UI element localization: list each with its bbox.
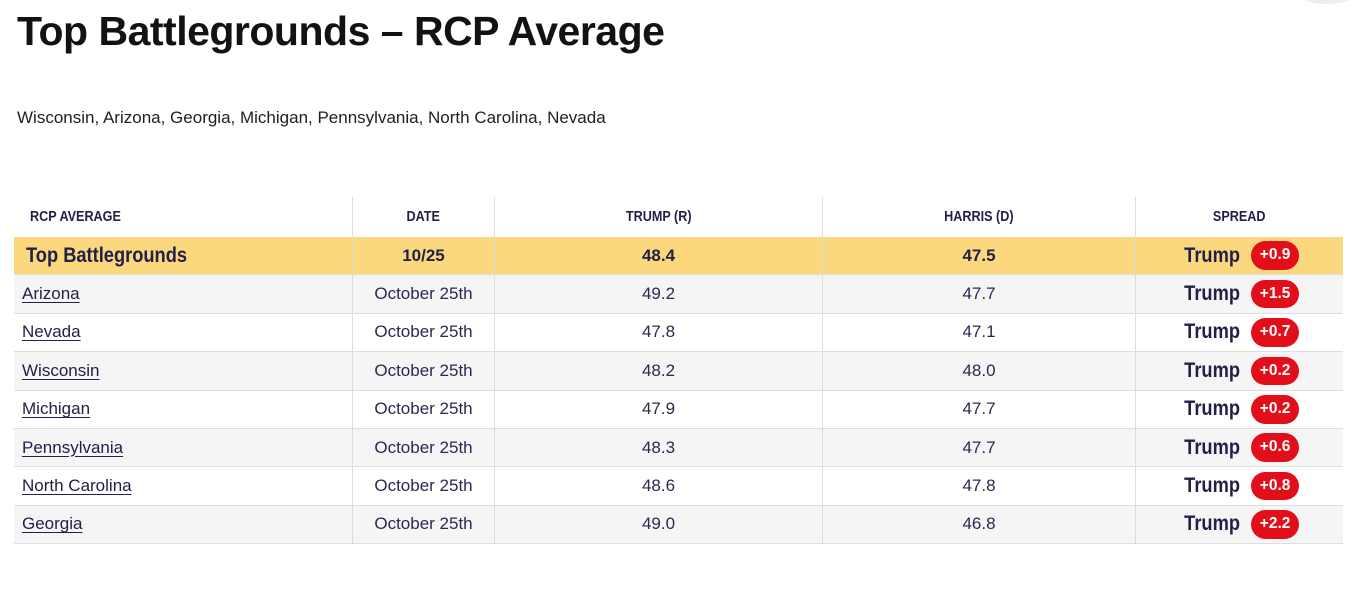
state-link-arizona[interactable]: Arizona	[22, 284, 80, 304]
spread-badge: +0.8	[1250, 471, 1300, 501]
trump-value: 47.9	[494, 390, 822, 428]
trump-value: 47.8	[494, 313, 822, 352]
state-cell: Georgia	[14, 506, 352, 543]
date-cell: October 25th	[352, 428, 494, 467]
trump-value: 48.3	[494, 428, 822, 467]
summary-spread: Trump +0.9	[1135, 237, 1343, 275]
date-cell: October 25th	[352, 352, 494, 390]
harris-value: 47.1	[822, 313, 1135, 352]
column-header-trump: TRUMP (R)	[494, 197, 822, 237]
state-cell: North Carolina	[14, 467, 352, 504]
polls-table: RCP AVERAGE DATE TRUMP (R) HARRIS (D) SP…	[14, 197, 1343, 545]
state-cell: Michigan	[14, 391, 352, 428]
table-row-wisconsin: Wisconsin October 25th 48.2 48.0 Trump +0…	[14, 352, 1343, 391]
trump-value: 48.2	[494, 352, 822, 390]
date-cell: October 25th	[352, 390, 494, 428]
date-cell: October 25th	[352, 275, 494, 313]
table-row-summary: Top Battlegrounds 10/25 48.4 47.5 Trump +…	[14, 237, 1343, 276]
state-cell: Nevada	[14, 314, 352, 351]
state-cell: Wisconsin	[14, 352, 352, 389]
harris-value: 47.8	[822, 467, 1135, 505]
summary-trump-value: 48.4	[494, 237, 822, 275]
spread-badge: +2.2	[1250, 510, 1300, 539]
column-header-harris: HARRIS (D)	[822, 197, 1135, 237]
table-row-michigan: Michigan October 25th 47.9 47.7 Trump +0.…	[14, 390, 1343, 429]
harris-value: 47.7	[822, 390, 1135, 428]
spread-cell: Trump +2.2	[1135, 505, 1343, 544]
spread-winner: Trump	[1183, 320, 1240, 344]
table-header-row: RCP AVERAGE DATE TRUMP (R) HARRIS (D) SP…	[14, 197, 1343, 237]
table-row-georgia: Georgia October 25th 49.0 46.8 Trump +2.2	[14, 505, 1343, 545]
spread-badge: +0.6	[1250, 433, 1300, 462]
spread-winner: Trump	[1183, 397, 1240, 421]
state-link-michigan[interactable]: Michigan	[22, 399, 91, 419]
spread-cell: Trump +1.5	[1135, 275, 1343, 313]
date-cell: October 25th	[352, 467, 494, 505]
spread-winner: Trump	[1183, 474, 1240, 498]
date-cell: October 25th	[352, 313, 494, 352]
spread-cell: Trump +0.2	[1135, 352, 1343, 390]
spread-badge: +0.2	[1250, 395, 1300, 424]
summary-harris-value: 47.5	[822, 237, 1135, 275]
table-row-nevada: Nevada October 25th 47.8 47.1 Trump +0.7	[14, 313, 1343, 353]
decorative-arc	[1305, 0, 1349, 4]
spread-cell: Trump +0.6	[1135, 428, 1343, 467]
table-row-arizona: Arizona October 25th 49.2 47.7 Trump +1.5	[14, 275, 1343, 314]
column-header-rcp-average: RCP AVERAGE	[30, 209, 121, 225]
summary-name: Top Battlegrounds	[26, 243, 188, 267]
spread-badge: +0.2	[1250, 356, 1300, 386]
trump-value: 48.6	[494, 467, 822, 505]
state-link-pennsylvania[interactable]: Pennsylvania	[22, 437, 124, 457]
table-row-pennsylvania: Pennsylvania October 25th 48.3 47.7 Trum…	[14, 428, 1343, 468]
harris-value: 46.8	[822, 505, 1135, 544]
column-header-spread: SPREAD	[1135, 197, 1343, 237]
spread-cell: Trump +0.2	[1135, 390, 1343, 428]
state-link-north-carolina[interactable]: North Carolina	[22, 476, 132, 496]
spread-badge: +0.9	[1250, 241, 1300, 270]
spread-cell: Trump +0.8	[1135, 467, 1343, 505]
date-cell: October 25th	[352, 505, 494, 544]
page-title: Top Battlegrounds – RCP Average	[17, 8, 665, 54]
spread-cell: Trump +0.7	[1135, 313, 1343, 352]
trump-value: 49.0	[494, 505, 822, 544]
state-cell: Pennsylvania	[14, 429, 352, 466]
state-link-nevada[interactable]: Nevada	[22, 322, 81, 342]
summary-date: 10/25	[352, 237, 494, 275]
table-row-north-carolina: North Carolina October 25th 48.6 47.8 Tr…	[14, 467, 1343, 506]
spread-winner: Trump	[1183, 243, 1240, 267]
page-subtitle: Wisconsin, Arizona, Georgia, Michigan, P…	[17, 108, 606, 127]
state-link-georgia[interactable]: Georgia	[22, 514, 83, 534]
spread-winner: Trump	[1183, 282, 1240, 306]
spread-badge: +1.5	[1250, 279, 1300, 309]
spread-badge: +0.7	[1250, 318, 1300, 347]
harris-value: 47.7	[822, 428, 1135, 467]
spread-winner: Trump	[1183, 512, 1240, 536]
spread-winner: Trump	[1183, 358, 1240, 382]
state-cell: Arizona	[14, 275, 352, 312]
column-header-date: DATE	[352, 197, 494, 237]
harris-value: 47.7	[822, 275, 1135, 313]
trump-value: 49.2	[494, 275, 822, 313]
spread-winner: Trump	[1183, 435, 1240, 459]
state-link-wisconsin[interactable]: Wisconsin	[22, 360, 100, 380]
harris-value: 48.0	[822, 352, 1135, 390]
